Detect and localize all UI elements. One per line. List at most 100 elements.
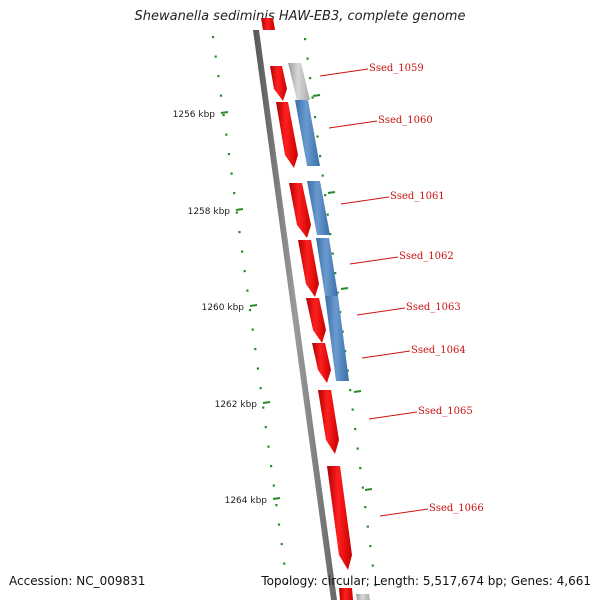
leader-line-ssed-1059 <box>319 68 369 77</box>
cds-arrow-partial-bottom <box>339 588 353 600</box>
ruler-dot-right <box>356 447 359 450</box>
ruler-dot-right <box>304 38 307 41</box>
ruler-dot-left <box>222 114 225 117</box>
ruler-dot-right <box>346 369 349 372</box>
ruler-dot-left <box>246 289 249 292</box>
gene-label-ssed-1063[interactable]: Ssed_1063 <box>406 302 461 313</box>
accession-text: Accession: NC_009831 <box>9 574 146 588</box>
ruler-dot-left <box>264 426 267 429</box>
ruler-dot-right <box>351 408 354 411</box>
ruler-dot-left <box>285 582 288 585</box>
ruler-dot-left <box>217 75 220 78</box>
cds-arrow-ssed-1063 <box>306 298 326 343</box>
leader-line-ssed-1062 <box>349 256 399 265</box>
ruler-dot-left <box>256 367 259 370</box>
gene-feature-ssed-1062 <box>316 238 338 296</box>
gene-feature-partial-bottom <box>356 594 370 600</box>
ruler-dot-left <box>262 406 265 409</box>
ruler-dot-right <box>366 525 369 528</box>
ruler-ticks: 1256 kbp 1258 kbp 1260 kbp 1262 kbp 1264… <box>173 94 373 506</box>
right-tick <box>312 94 321 97</box>
cds-arrow-partial-top <box>261 18 275 30</box>
gene-feature-ssed-1061 <box>307 181 330 235</box>
genome-summary-text: Topology: circular; Length: 5,517,674 bp… <box>261 574 591 588</box>
gene-track <box>288 63 370 600</box>
ruler-dot-right <box>306 57 309 60</box>
ruler-dot-right <box>339 311 342 314</box>
ruler-dot-left <box>225 133 228 136</box>
gene-label-ssed-1066[interactable]: Ssed_1066 <box>429 503 484 514</box>
right-tick <box>340 287 349 290</box>
ruler-dot-left <box>272 484 275 487</box>
leader-line-ssed-1060 <box>328 120 378 129</box>
ruler-dot-left <box>243 270 246 273</box>
leader-line-ssed-1065 <box>368 411 418 420</box>
cds-arrow-ssed-1059 <box>270 66 287 101</box>
ruler-dot-right <box>334 272 337 275</box>
gene-feature-ssed-1063 <box>325 296 349 381</box>
gene-label-ssed-1059[interactable]: Ssed_1059 <box>369 63 424 74</box>
ruler-dot-right <box>344 350 347 353</box>
ruler-dot-right <box>349 389 352 392</box>
ruler-dot-right <box>324 194 327 197</box>
cds-arrow-ssed-1065 <box>318 390 339 454</box>
ruler-dot-right <box>329 233 332 236</box>
tick-label-1256: 1256 kbp <box>173 110 216 120</box>
ruler-dot-left <box>241 250 244 253</box>
ruler-dot-right <box>309 77 312 80</box>
gene-label-ssed-1062[interactable]: Ssed_1062 <box>399 251 454 262</box>
ruler-dot-right <box>354 428 357 431</box>
ruler-dot-right <box>331 252 334 255</box>
gene-label-ssed-1060[interactable]: Ssed_1060 <box>378 115 433 126</box>
ruler-dot-left <box>212 36 215 39</box>
tick-label-1258: 1258 kbp <box>188 207 231 217</box>
gene-label-ssed-1064[interactable]: Ssed_1064 <box>411 345 466 356</box>
ruler-dot-right <box>319 155 322 158</box>
leader-line-ssed-1061 <box>340 196 390 205</box>
tick-mark-1260 <box>249 304 258 307</box>
leader-line-ssed-1066 <box>379 508 429 517</box>
tick-label-1260: 1260 kbp <box>202 303 245 313</box>
gene-feature-ssed-1060 <box>295 100 320 166</box>
ruler-dot-left <box>270 465 273 468</box>
ruler-dot-left <box>259 387 262 390</box>
ruler-dot-left <box>238 231 241 234</box>
map-title: Shewanella sediminis HAW-EB3, complete g… <box>134 9 466 24</box>
ruler-dot-right <box>359 467 362 470</box>
ruler-dots <box>212 36 377 587</box>
ruler-dot-right <box>316 135 319 138</box>
gene-labels: Ssed_1059 Ssed_1060 Ssed_1061 Ssed_1062 … <box>319 63 484 517</box>
gene-label-ssed-1065[interactable]: Ssed_1065 <box>418 406 473 417</box>
ruler-dot-left <box>251 328 254 331</box>
cds-track <box>270 66 353 600</box>
tick-mark-1258 <box>235 208 244 211</box>
right-tick <box>364 488 373 491</box>
ruler-dot-left <box>233 192 236 195</box>
ruler-dot-left <box>254 348 257 351</box>
tick-mark-1264 <box>272 497 281 500</box>
ruler-dot-left <box>275 504 278 507</box>
ruler-dot-right <box>311 96 314 99</box>
ruler-dot-right <box>371 564 374 567</box>
ruler-dot-left <box>267 445 270 448</box>
ruler-dot-left <box>214 55 217 58</box>
gene-feature-ssed-1059 <box>288 63 310 100</box>
ruler-dot-right <box>374 584 377 587</box>
cds-arrow-ssed-1064 <box>312 343 331 383</box>
tick-mark-1256 <box>220 111 229 114</box>
gene-label-ssed-1061[interactable]: Ssed_1061 <box>390 191 445 202</box>
ruler-dot-left <box>235 211 238 214</box>
tick-label-1262: 1262 kbp <box>215 400 258 410</box>
ruler-dot-left <box>277 523 281 526</box>
ruler-dot-left <box>283 562 286 565</box>
ruler-dot-right <box>336 291 339 294</box>
tick-mark-1262 <box>262 401 271 404</box>
cds-arrow-ssed-1060 <box>276 102 298 168</box>
ruler-dot-left <box>227 153 230 156</box>
leader-line-ssed-1063 <box>356 307 406 316</box>
ruler-dot-right <box>321 174 324 177</box>
ruler-dot-left <box>219 94 223 97</box>
ruler-dot-left <box>280 543 283 546</box>
right-tick <box>327 191 336 194</box>
